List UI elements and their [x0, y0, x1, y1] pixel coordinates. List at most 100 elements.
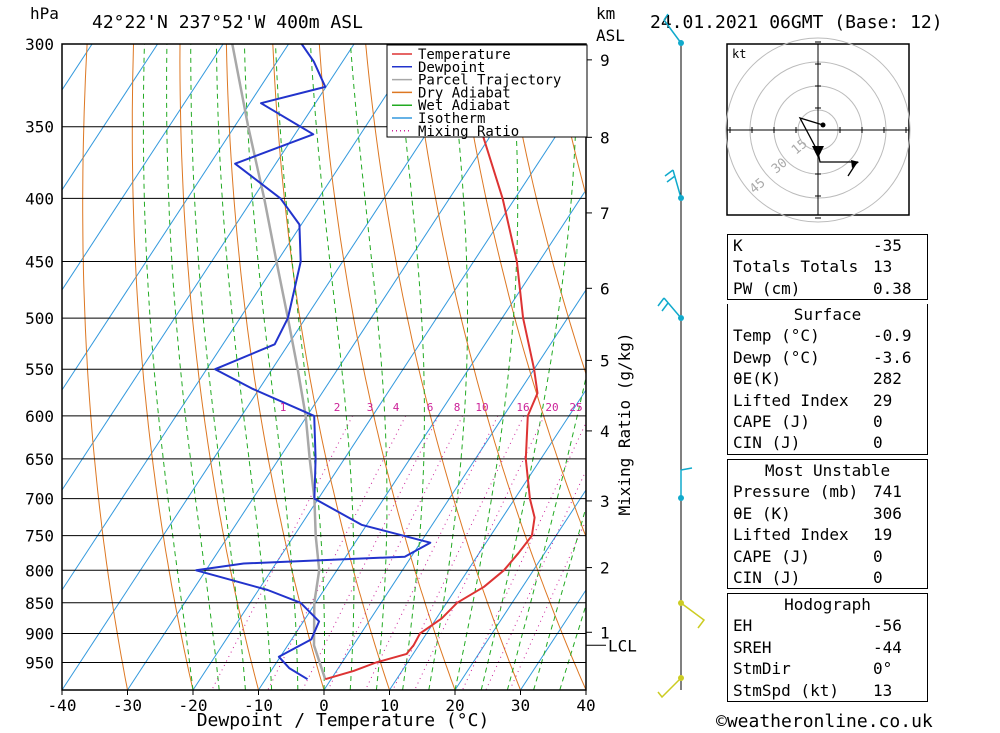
index-row: Totals Totals 13	[728, 256, 927, 277]
mixing-ratio-line	[509, 519, 586, 690]
mixing-ratio-tick-label: 20	[545, 401, 558, 414]
dry-adiabat-line	[504, 44, 586, 376]
hodograph-value: 13	[873, 680, 893, 700]
mixing-ratio-tick-label: 1	[280, 401, 287, 414]
hodograph-key: EH	[733, 616, 753, 636]
wet-adiabat-line	[396, 44, 425, 690]
mixing-ratio-line	[485, 469, 586, 690]
most-unstable-key: CIN (J)	[733, 567, 801, 587]
pressure-tick-label: 500	[25, 309, 54, 328]
surface-value: 29	[873, 390, 893, 410]
wind-barb	[657, 297, 682, 319]
wet-adiabat-line	[166, 44, 220, 690]
x-axis-label: Dewpoint / Temperature (°C)	[197, 710, 490, 731]
pressure-tick-label: 600	[25, 407, 54, 426]
most-unstable-row: Lifted Index 19	[728, 524, 927, 545]
wet-adiabat-line	[350, 44, 388, 690]
most-unstable-value: 741	[873, 482, 902, 502]
hodograph-row: StmSpd (kt) 13	[728, 680, 927, 701]
surface-key: Temp (°C)	[733, 326, 820, 346]
most-unstable-value: 19	[873, 525, 893, 545]
wet-adiabat-line	[428, 44, 468, 690]
index-key: Totals Totals	[733, 257, 859, 277]
legend-box	[386, 44, 588, 138]
pressure-tick-label: 800	[25, 561, 54, 580]
wind-barb	[664, 169, 682, 199]
copyright-footer[interactable]: ©weatheronline.co.uk	[716, 711, 933, 732]
temperature-line	[324, 44, 539, 681]
index-value: 0.38	[873, 278, 912, 298]
surface-value: 0	[873, 433, 883, 453]
km-tick-label: 2	[600, 559, 610, 578]
location-title: 42°22'N 237°52'W 400m ASL	[92, 12, 363, 33]
isotherm-line	[389, 389, 586, 690]
mixing-ratio-tick-label: 6	[427, 401, 434, 414]
hodograph-key: StmDir	[733, 659, 791, 679]
height-unit-asl: ASL	[596, 26, 625, 45]
mixing-ratio-axis-label: Mixing Ratio (g/kg)	[615, 332, 634, 515]
pressure-tick-label: 550	[25, 360, 54, 379]
wet-adiabat-line	[243, 44, 299, 690]
km-tick-label: 5	[600, 351, 610, 370]
legend-label: Dry Adiabat	[418, 85, 511, 101]
pressure-tick-label: 350	[25, 118, 54, 137]
isotherm-line	[258, 189, 586, 690]
hodograph-row: EH -56	[728, 615, 927, 636]
legend-label: Temperature	[418, 47, 511, 63]
pressure-tick-label: 750	[25, 527, 54, 546]
mixing-ratio-tick-label: 16	[516, 401, 529, 414]
hodograph-unit: kt	[732, 47, 746, 61]
lcl-label: LCL	[608, 636, 637, 655]
hodograph-ring	[725, 37, 911, 223]
mixing-ratio-tick-label: 10	[475, 401, 488, 414]
isotherm-line	[62, 44, 290, 391]
x-tick-label: -40	[48, 696, 77, 715]
surface-value: -0.9	[873, 326, 912, 346]
most-unstable-key: Lifted Index	[733, 525, 849, 545]
datetime-title: 24.01.2021 06GMT (Base: 12)	[650, 12, 943, 33]
mixing-ratio-tick-label: 8	[454, 401, 461, 414]
surface-row: CIN (J) 0	[728, 432, 927, 453]
parcel-trajectory-line	[231, 44, 327, 680]
surface-table: Surface Temp (°C) -0.9 Dewp (°C) -3.6 θE(K) 2…	[727, 304, 928, 455]
wet-adiabat-line	[275, 44, 325, 690]
surface-row: Dewp (°C) -3.6	[728, 347, 927, 368]
surface-row: Lifted Index 29	[728, 390, 927, 411]
dry-adiabat-line	[365, 44, 521, 690]
surface-row: θE(K) 282	[728, 368, 927, 389]
x-tick-label: -10	[244, 696, 273, 715]
hodograph-arrow	[851, 160, 859, 168]
isotherm-line	[127, 44, 552, 690]
km-tick-label: 8	[600, 128, 610, 147]
wind-barb	[680, 467, 693, 498]
most-unstable-key: Pressure (mb)	[733, 482, 859, 502]
most-unstable-key: θE (K)	[733, 503, 791, 523]
x-tick-label: 0	[319, 696, 329, 715]
index-key: PW (cm)	[733, 278, 801, 298]
isotherm-line	[62, 44, 224, 291]
hodograph-row: SREH -44	[728, 637, 927, 658]
indices-table: K -35 Totals Totals 13 PW (cm) 0.38	[727, 234, 928, 301]
mixing-ratio-tick-label: 2	[334, 401, 341, 414]
most-unstable-value: 306	[873, 503, 902, 523]
wet-adiabat-line	[190, 44, 246, 690]
pressure-tick-label: 900	[25, 624, 54, 643]
wet-adiabat-line	[559, 603, 586, 690]
storm-motion-arrow	[812, 146, 824, 158]
hodograph-value: -44	[873, 637, 902, 657]
most-unstable-table: Most Unstable Pressure (mb) 741 θE (K) 306 L…	[727, 459, 928, 590]
surface-key: Lifted Index	[733, 390, 849, 410]
hodograph-value: 0°	[873, 659, 893, 679]
mixing-ratio-tick-label: 25	[569, 401, 582, 414]
surface-key: CAPE (J)	[733, 411, 811, 431]
most-unstable-value: 0	[873, 546, 883, 566]
hodograph-table: Hodograph EH -56 SREH -44 StmDir 0° StmSpd (kt…	[727, 593, 928, 702]
legend-label: Wet Adiabat	[418, 98, 511, 114]
most-unstable-title: Most Unstable	[764, 461, 891, 480]
pressure-tick-label: 400	[25, 189, 54, 208]
surface-key: θE(K)	[733, 369, 782, 389]
wind-barb	[663, 13, 682, 44]
dry-adiabat-line	[923, 44, 1000, 690]
wet-adiabat-line	[310, 44, 355, 690]
